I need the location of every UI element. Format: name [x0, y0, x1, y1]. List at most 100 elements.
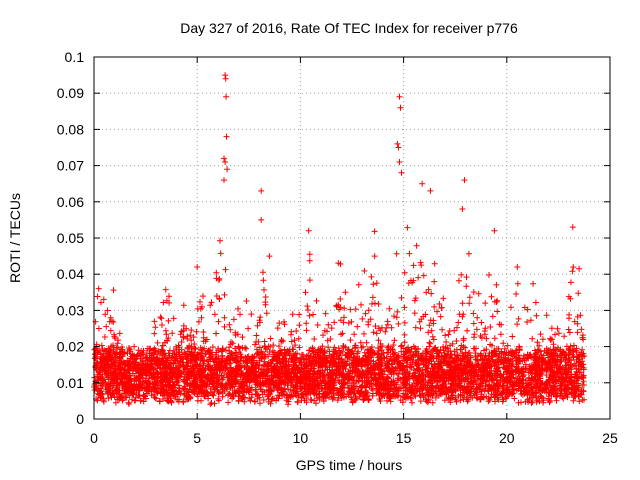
data-point: [105, 374, 112, 381]
data-point: [306, 251, 313, 258]
data-point: [184, 344, 191, 351]
data-point: [564, 381, 571, 388]
data-point: [356, 394, 363, 400]
data-point: [211, 311, 218, 318]
data-point: [163, 297, 170, 304]
data-point: [221, 386, 228, 393]
data-point: [270, 342, 277, 349]
data-point: [339, 391, 346, 398]
data-point: [452, 352, 458, 358]
data-point: [359, 359, 366, 366]
data-point: [410, 262, 417, 269]
data-point: [287, 386, 294, 393]
data-point: [434, 308, 440, 315]
data-point: [545, 395, 552, 402]
data-point: [252, 341, 259, 348]
data-point: [148, 363, 155, 370]
data-point: [403, 391, 409, 398]
data-point: [330, 388, 337, 394]
data-point: [94, 293, 101, 300]
data-point: [302, 289, 309, 296]
data-point: [548, 336, 555, 343]
data-point: [574, 313, 581, 320]
data-point: [310, 371, 317, 378]
data-point: [547, 360, 554, 367]
data-point: [296, 359, 303, 366]
data-point: [398, 294, 405, 301]
data-point: [215, 376, 222, 383]
data-point: [204, 375, 211, 382]
data-point: [536, 370, 543, 376]
data-point: [160, 299, 167, 306]
data-point: [285, 375, 291, 382]
data-point: [190, 334, 197, 340]
data-point: [412, 393, 419, 400]
data-point: [319, 363, 326, 370]
data-point: [292, 389, 299, 396]
data-point: [131, 397, 138, 404]
data-point: [180, 376, 187, 383]
data-point: [374, 351, 381, 358]
data-point: [522, 361, 529, 368]
data-point: [143, 355, 150, 362]
data-point: [223, 347, 229, 354]
data-point: [460, 344, 467, 350]
data-point: [122, 366, 129, 373]
data-point: [434, 346, 441, 353]
data-point: [522, 365, 529, 372]
data-point: [306, 358, 313, 365]
data-point: [565, 357, 572, 364]
data-point: [376, 356, 383, 363]
data-point: [167, 378, 174, 384]
data-point: [501, 345, 508, 352]
data-point: [226, 344, 233, 351]
data-point: [330, 376, 337, 383]
data-point: [325, 321, 332, 328]
data-point: [350, 379, 357, 386]
data-point: [549, 386, 556, 393]
data-point: [473, 326, 480, 333]
data-point: [578, 352, 585, 359]
data-point: [265, 353, 272, 360]
data-point: [159, 322, 165, 328]
data-point: [250, 365, 257, 372]
data-point: [99, 358, 106, 365]
data-point: [109, 390, 116, 397]
data-point: [250, 375, 257, 382]
data-point: [282, 350, 289, 357]
data-point: [95, 285, 102, 292]
data-point: [288, 365, 295, 372]
data-point: [417, 398, 424, 405]
data-point: [530, 280, 537, 287]
data-point: [127, 372, 134, 379]
data-point: [110, 344, 117, 351]
data-point: [264, 363, 271, 370]
data-point: [567, 362, 574, 369]
data-point: [165, 363, 172, 370]
data-point: [508, 367, 515, 374]
data-point: [175, 398, 182, 405]
data-point: [162, 327, 169, 334]
data-point: [212, 355, 218, 362]
data-point: [242, 344, 248, 351]
data-point: [567, 295, 574, 302]
data-point: [494, 308, 501, 315]
data-point: [125, 399, 132, 406]
data-point: [462, 353, 469, 359]
data-point: [411, 310, 418, 317]
data-point: [260, 373, 267, 380]
data-point: [425, 329, 432, 336]
data-point: [552, 331, 558, 338]
data-point: [340, 379, 347, 385]
data-point: [225, 380, 232, 387]
data-point: [259, 381, 266, 388]
data-point: [262, 301, 269, 308]
data-point: [170, 347, 177, 354]
data-point: [556, 365, 563, 372]
data-point: [121, 360, 128, 367]
data-point: [373, 280, 380, 287]
data-point: [254, 322, 261, 329]
data-point: [364, 392, 370, 398]
data-point: [411, 345, 418, 352]
data-point: [375, 337, 382, 344]
